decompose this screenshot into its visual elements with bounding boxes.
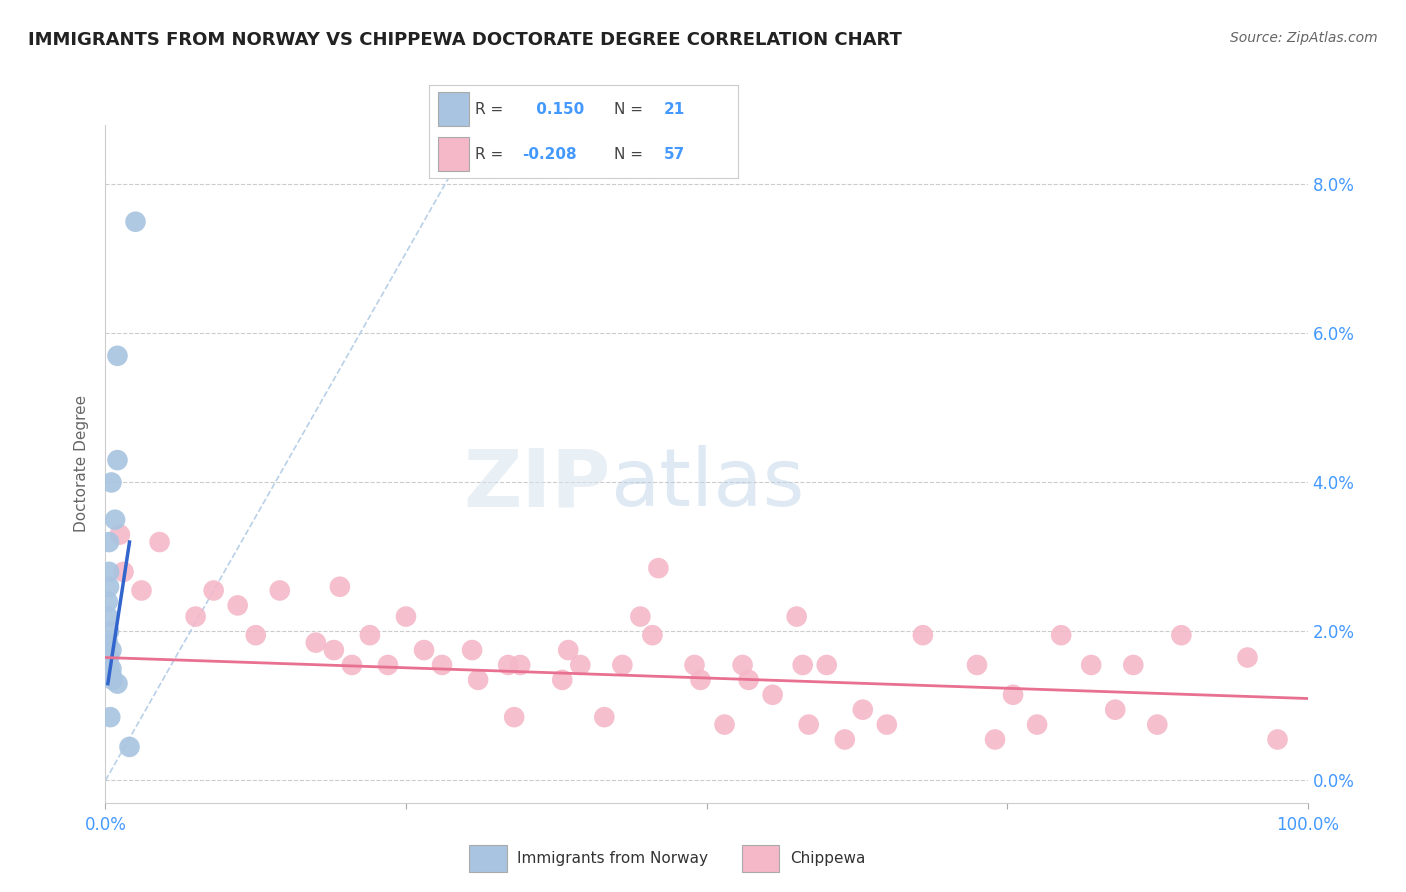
Point [97,609,120,624]
Point [100,667,122,681]
Point [430,657,453,672]
Point [98,710,121,724]
FancyBboxPatch shape [470,846,506,872]
Point [107,349,129,363]
Point [557,643,579,657]
Text: 21: 21 [664,102,685,117]
Point [628,609,651,624]
Point [377,657,399,672]
Point [124,215,146,229]
Point [395,609,418,624]
Text: R =: R = [475,146,509,161]
Point [245,628,267,642]
Point [340,657,363,672]
Point [1104,703,1126,717]
Text: N =: N = [614,102,648,117]
Point [834,732,856,747]
Point [786,609,808,624]
FancyBboxPatch shape [439,92,470,126]
Point [467,673,489,687]
Point [101,673,124,687]
Point [100,475,122,490]
Text: IMMIGRANTS FROM NORWAY VS CHIPPEWA DOCTORATE DEGREE CORRELATION CHART: IMMIGRANTS FROM NORWAY VS CHIPPEWA DOCTO… [28,31,903,49]
Point [1026,717,1049,731]
Point [100,662,122,676]
Point [876,717,898,731]
Point [647,561,669,575]
Point [713,717,735,731]
Point [98,565,121,579]
Point [762,688,785,702]
Point [98,535,121,549]
Point [641,628,664,642]
Point [496,657,519,672]
Point [97,657,120,672]
Text: N =: N = [614,146,648,161]
Point [792,657,814,672]
Point [1146,717,1168,731]
Point [984,732,1007,747]
Point [107,453,129,467]
Text: -0.208: -0.208 [522,146,576,161]
Point [911,628,934,642]
Point [107,676,129,690]
Point [97,635,120,649]
Point [131,583,153,598]
Text: Chippewa: Chippewa [790,851,865,866]
Text: 0.150: 0.150 [531,102,583,117]
Point [797,717,820,731]
Point [98,650,121,665]
Text: 100.0%: 100.0% [1277,816,1339,834]
Point [1050,628,1073,642]
Point [98,624,121,639]
Text: atlas: atlas [610,445,804,524]
Point [1236,650,1258,665]
Text: Immigrants from Norway: Immigrants from Norway [517,851,709,866]
Point [100,643,122,657]
Point [1267,732,1289,747]
Point [104,513,127,527]
FancyBboxPatch shape [439,137,470,171]
Point [226,599,249,613]
Point [1080,657,1102,672]
Point [503,710,526,724]
Point [593,710,616,724]
Point [359,628,381,642]
Point [1002,688,1025,702]
Point [184,609,207,624]
Point [1122,657,1144,672]
Text: ZIP: ZIP [463,445,610,524]
Point [329,580,352,594]
Point [148,535,170,549]
Point [269,583,291,598]
Point [683,657,706,672]
Point [731,657,754,672]
Point [612,657,634,672]
Point [509,657,531,672]
Point [322,643,344,657]
Point [551,673,574,687]
Text: 0.0%: 0.0% [84,816,127,834]
Point [202,583,225,598]
Point [305,635,328,649]
Point [815,657,838,672]
Point [112,565,135,579]
Point [737,673,759,687]
Text: Source: ZipAtlas.com: Source: ZipAtlas.com [1230,31,1378,45]
Point [98,580,121,594]
Point [97,595,120,609]
Text: R =: R = [475,102,509,117]
Point [413,643,436,657]
Y-axis label: Doctorate Degree: Doctorate Degree [75,395,90,533]
Text: 57: 57 [664,146,685,161]
Point [118,739,141,754]
Point [461,643,484,657]
Point [689,673,711,687]
Point [852,703,875,717]
Point [1170,628,1192,642]
Point [108,527,131,541]
FancyBboxPatch shape [742,846,779,872]
Point [966,657,988,672]
Point [569,657,592,672]
